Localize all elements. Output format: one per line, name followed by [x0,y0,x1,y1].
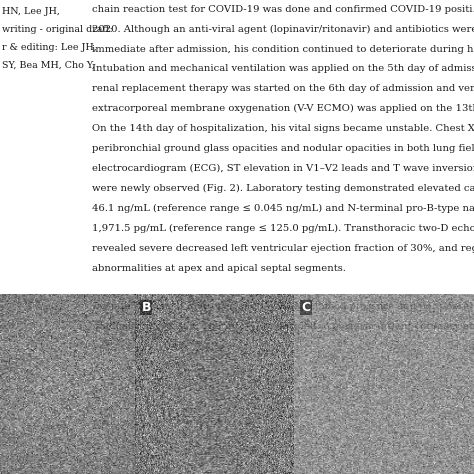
Text: B: B [141,301,151,314]
Text: SY, Bea MH, Cho Y,: SY, Bea MH, Cho Y, [2,61,95,70]
Text: C: C [301,301,310,314]
Text: revealed severe decreased left ventricular ejection fraction of 30%, and regi…: revealed severe decreased left ventricul… [92,244,474,253]
Text: were newly observed (Fig. 2). Laboratory testing demonstrated elevated car…: were newly observed (Fig. 2). Laboratory… [92,184,474,193]
Text: Intubation and mechanical ventilation was applied on the 5th day of admiss…: Intubation and mechanical ventilation wa… [92,64,474,73]
Text: ivision: ivision [102,323,229,360]
Text: electrocardiogram (ECG), ST elevation in V1–V2 leads and T wave inversion …: electrocardiogram (ECG), ST elevation in… [92,164,474,173]
Text: peribronchial ground glass opacities and nodular opacities in both lung fiel…: peribronchial ground glass opacities and… [92,144,474,153]
Text: 2020. Although an anti-viral agent (lopinavir/ritonavir) and antibiotics were: 2020. Although an anti-viral agent (lopi… [92,25,474,34]
Text: gradually decreased. Therefore, we decided to perform urgent coronary ang…: gradually decreased. Therefore, we decid… [92,322,474,331]
Text: r & editing: Lee JH,: r & editing: Lee JH, [2,43,97,52]
Text: immediate after admission, his condition continued to deteriorate during h…: immediate after admission, his condition… [92,45,474,54]
Text: HN, Lee JH,: HN, Lee JH, [2,7,60,16]
Text: 1,971.5 pg/mL (reference range ≤ 125.0 pg/mL). Transthoracic two-D echoca…: 1,971.5 pg/mL (reference range ≤ 125.0 p… [92,224,474,233]
Text: 46.1 ng/mL (reference range ≤ 0.045 ng/mL) and N-terminal pro-B-type nat…: 46.1 ng/mL (reference range ≤ 0.045 ng/m… [92,204,474,213]
Text: extracorporeal membrane oxygenation (V-V ECMO) was applied on the 13th…: extracorporeal membrane oxygenation (V-V… [92,104,474,113]
Text: Despite the use of inotropes and V-V ECMO, blood pressure and peripheral …: Despite the use of inotropes and V-V ECM… [92,302,474,311]
Text: On the 14th day of hospitalization, his vital signs became unstable. Chest X-…: On the 14th day of hospitalization, his … [92,124,474,133]
Text: writing - original draft:: writing - original draft: [2,25,113,34]
Text: renal replacement therapy was started on the 6th day of admission and ven…: renal replacement therapy was started on… [92,84,474,93]
Text: abnormalities at apex and apical septal segments.: abnormalities at apex and apical septal … [92,264,346,273]
Text: chain reaction test for COVID-19 was done and confirmed COVID-19 positi…: chain reaction test for COVID-19 was don… [92,5,474,14]
